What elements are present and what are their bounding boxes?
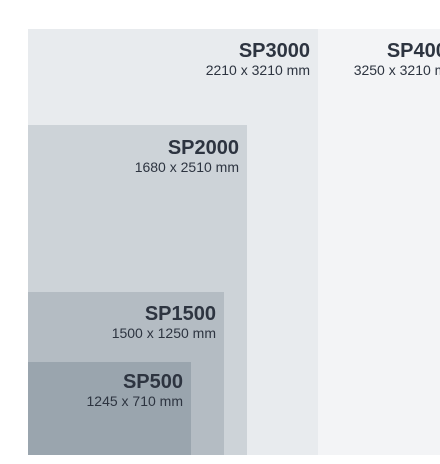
sp4000-dimensions: 3250 x 3210 mm bbox=[353, 62, 440, 78]
sp500-label: SP500 1245 x 710 mm bbox=[87, 371, 184, 409]
sp2000-label: SP2000 1680 x 2510 mm bbox=[135, 137, 239, 175]
sp1500-model: SP1500 bbox=[144, 303, 216, 325]
sp1500-dimensions: 1500 x 1250 mm bbox=[111, 325, 216, 341]
sp500-area: SP500 1245 x 710 mm bbox=[28, 362, 191, 455]
sp2000-model: SP2000 bbox=[167, 137, 239, 159]
sp1500-label: SP1500 1500 x 1250 mm bbox=[112, 303, 216, 341]
sp4000-model: SP4000 bbox=[386, 40, 440, 62]
sp3000-label: SP3000 2210 x 3210 mm bbox=[206, 40, 310, 78]
sp4000-area: SP4000 3250 x 3210 mm bbox=[318, 29, 440, 455]
sp3000-model: SP3000 bbox=[238, 40, 310, 62]
sp500-dimensions: 1245 x 710 mm bbox=[86, 393, 184, 409]
sp4000-label: SP4000 3250 x 3210 mm bbox=[354, 40, 440, 78]
sp2000-dimensions: 1680 x 2510 mm bbox=[134, 159, 239, 175]
sp500-model: SP500 bbox=[122, 371, 183, 393]
sp3000-dimensions: 2210 x 3210 mm bbox=[205, 62, 310, 78]
